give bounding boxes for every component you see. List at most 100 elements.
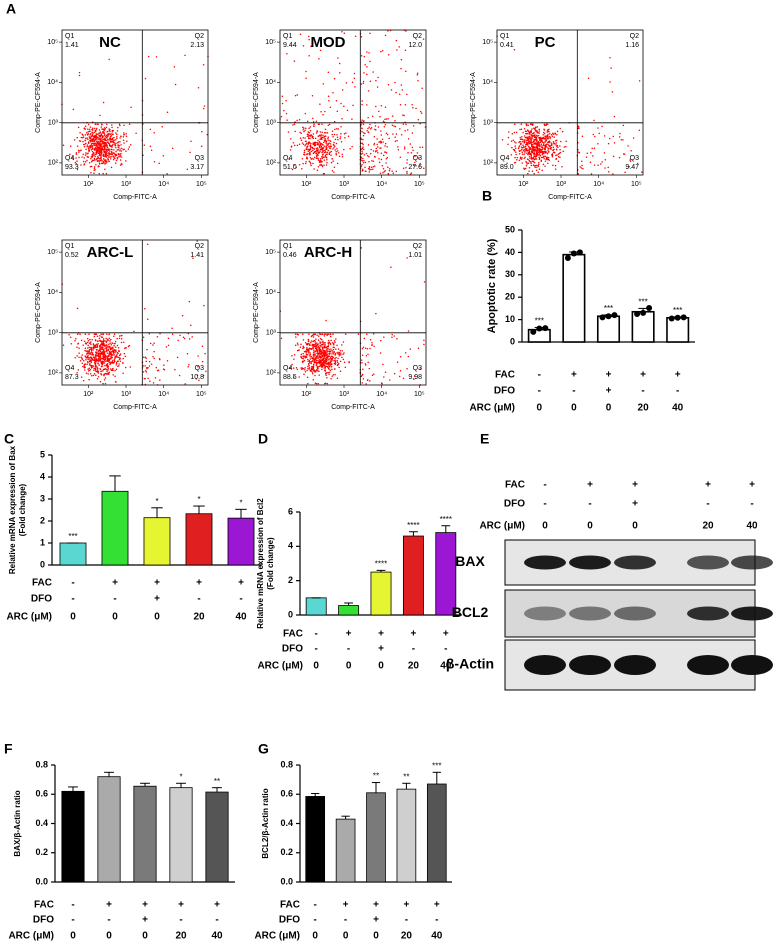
event-dot	[340, 354, 342, 356]
event-dot	[372, 150, 375, 152]
event-dot	[402, 123, 405, 125]
bar	[402, 535, 424, 616]
event-dot	[508, 131, 510, 133]
event-dot	[307, 365, 309, 368]
event-dot	[104, 364, 106, 367]
event-dot	[336, 148, 338, 150]
event-dot	[96, 139, 98, 141]
y-tick-label: 10⁵	[482, 39, 493, 46]
event-dot	[559, 145, 561, 147]
bar	[143, 517, 171, 566]
event-dot	[115, 150, 117, 153]
event-dot	[524, 156, 526, 158]
event-dot	[613, 115, 616, 118]
event-dot	[384, 169, 386, 172]
event-dot	[78, 156, 80, 159]
event-dot	[181, 314, 184, 317]
condition-value: 0	[606, 403, 612, 414]
event-dot	[513, 141, 516, 143]
event-dot	[91, 159, 94, 162]
event-dot	[328, 123, 331, 126]
event-dot	[104, 134, 106, 136]
event-dot	[548, 140, 551, 142]
bar	[305, 597, 327, 616]
event-dot	[115, 361, 118, 364]
event-dot	[308, 333, 310, 336]
event-dot	[76, 136, 78, 139]
event-dot	[96, 340, 99, 343]
event-dot	[328, 371, 331, 374]
event-dot	[95, 151, 97, 154]
event-dot	[312, 363, 315, 366]
event-dot	[115, 159, 118, 162]
event-dot	[98, 160, 100, 162]
event-dot	[368, 171, 371, 173]
event-dot	[87, 352, 89, 355]
data-point	[564, 255, 571, 261]
event-dot	[316, 149, 319, 152]
event-dot	[322, 144, 324, 146]
event-dot	[524, 152, 526, 154]
y-tick-label: 2	[40, 515, 45, 525]
event-dot	[112, 133, 114, 136]
event-dot	[554, 132, 556, 134]
event-dot	[313, 123, 315, 126]
event-dot	[323, 367, 325, 369]
event-dot	[393, 335, 395, 337]
event-dot	[381, 50, 384, 52]
event-dot	[99, 335, 101, 337]
event-dot	[305, 77, 307, 80]
event-dot	[518, 149, 521, 152]
y-axis-label: Relative mRNA expression of Bax	[8, 445, 17, 574]
event-dot	[365, 354, 368, 357]
event-dot	[327, 149, 330, 152]
event-dot	[87, 347, 89, 349]
event-dot	[332, 333, 334, 336]
event-dot	[121, 334, 123, 337]
event-dot	[93, 172, 95, 175]
event-dot	[323, 172, 326, 175]
event-dot	[108, 350, 111, 353]
event-dot	[364, 132, 366, 135]
event-dot	[309, 161, 311, 163]
event-dot	[311, 146, 314, 149]
event-dot	[392, 133, 394, 135]
event-dot	[62, 144, 65, 147]
event-dot	[94, 368, 97, 370]
significance: *	[179, 772, 182, 781]
event-dot	[320, 111, 322, 113]
event-dot	[382, 172, 384, 174]
event-dot	[301, 167, 303, 170]
event-dot	[519, 156, 522, 159]
condition-value: -	[107, 915, 110, 926]
event-dot	[87, 123, 90, 126]
event-dot	[90, 357, 93, 359]
event-dot	[109, 340, 111, 342]
event-dot	[94, 365, 97, 368]
event-dot	[145, 357, 147, 359]
event-dot	[546, 129, 549, 132]
event-dot	[147, 55, 150, 58]
blot-band	[731, 606, 773, 621]
event-dot	[105, 349, 108, 351]
event-dot	[74, 161, 77, 164]
event-dot	[367, 127, 369, 130]
event-dot	[97, 350, 99, 352]
significance: **	[373, 772, 379, 781]
event-dot	[115, 368, 118, 370]
condition-value: +	[410, 629, 416, 640]
event-dot	[328, 100, 330, 102]
event-dot	[114, 369, 116, 372]
event-dot	[329, 333, 331, 336]
event-dot	[610, 67, 612, 69]
event-dot	[318, 356, 320, 359]
event-dot	[109, 150, 111, 152]
event-dot	[521, 153, 524, 155]
event-dot	[122, 341, 125, 343]
event-dot	[536, 134, 538, 137]
event-dot	[113, 149, 115, 151]
event-dot	[524, 136, 527, 139]
bar	[227, 517, 255, 566]
event-dot	[299, 137, 302, 139]
